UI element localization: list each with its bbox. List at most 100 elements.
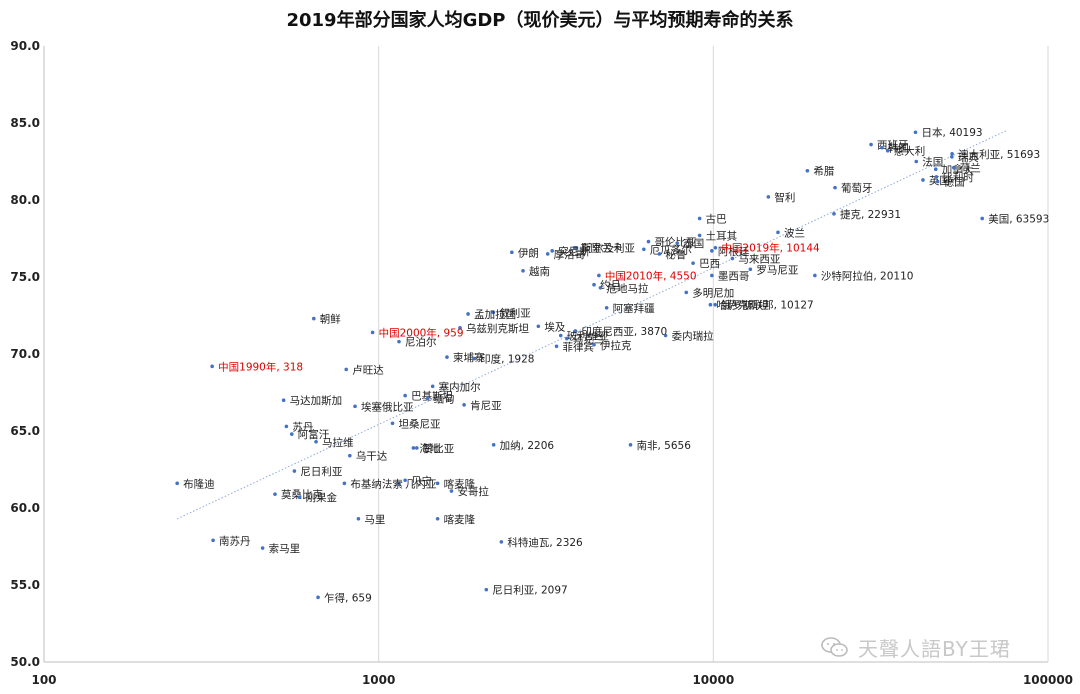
data-label: 巴基斯坦 [411, 390, 453, 403]
wechat-icon [821, 637, 848, 657]
data-point [449, 489, 454, 493]
data-label: 南非, 5656 [637, 439, 692, 452]
data-label: 肯尼亚 [470, 399, 502, 412]
data-point [880, 145, 884, 150]
data-point [411, 446, 416, 450]
data-point [573, 329, 578, 333]
data-point [691, 261, 695, 265]
data-point [657, 252, 662, 256]
data-label: 沙特阿拉伯, 20110 [821, 269, 914, 282]
data-point [592, 282, 596, 287]
data-label: 多明尼加 [692, 286, 734, 299]
data-label: 巴西 [699, 258, 720, 270]
data-point [536, 324, 541, 329]
data-point [397, 339, 401, 344]
data-point [356, 516, 361, 521]
data-point [713, 302, 717, 307]
data-point [348, 453, 352, 458]
data-point [281, 398, 286, 403]
data-label: 埃塞俄比亚 [361, 400, 414, 413]
x-tick-label: 100 [31, 673, 56, 687]
data-point [935, 179, 940, 184]
data-point [472, 356, 476, 361]
data-label: 比利时 [942, 171, 974, 184]
data-point [832, 212, 836, 216]
data-point [342, 481, 347, 486]
y-tick-label: 70.0 [10, 347, 40, 361]
data-point [642, 247, 646, 252]
data-label: 伊拉克 [600, 339, 632, 352]
data-label: 法国 [922, 156, 943, 169]
data-label: 瑞典 [958, 151, 979, 164]
data-label: 尼泊尔 [405, 336, 437, 349]
data-label: 中国2000年, 959 [379, 326, 464, 339]
data-point [314, 439, 318, 444]
data-label: 科特迪瓦, 2326 [507, 536, 583, 549]
data-point [646, 239, 651, 244]
data-label: 苏丹 [292, 420, 313, 433]
data-label: 中国1990年, 318 [218, 360, 303, 373]
data-point [397, 481, 401, 486]
data-point [776, 230, 780, 235]
data-label: 印度, 1928 [480, 353, 534, 366]
data-label: 阿塞拜疆 [613, 302, 655, 315]
data-label: 印度尼西亚, 3870 [581, 325, 667, 338]
chart-title: 2019年部分国家人均GDP（现价美元）与平均预期寿命的关系 [286, 10, 794, 31]
data-point [510, 250, 514, 255]
data-point [598, 285, 603, 290]
data-point [914, 159, 919, 164]
data-point [260, 546, 265, 550]
data-label: 玻利维亚 [567, 330, 609, 343]
trendline [176, 130, 1007, 520]
x-tick-label: 100000 [1023, 673, 1073, 687]
data-point [370, 330, 375, 335]
data-label: 索马里 [269, 542, 301, 555]
data-label: 安哥拉 [457, 485, 489, 498]
data-label: 意大利 [894, 145, 926, 158]
data-point [210, 364, 214, 369]
data-label: 南苏丹 [219, 534, 251, 547]
data-label: 加纳, 2206 [500, 439, 555, 452]
data-point [403, 478, 407, 483]
data-point [604, 306, 609, 310]
data-point [885, 148, 890, 153]
data-point [684, 290, 689, 295]
data-point [297, 495, 302, 500]
data-label: 伊朗 [518, 247, 539, 259]
data-point [697, 233, 702, 238]
data-label: 赞比亚 [423, 442, 455, 455]
data-label: 马里 [364, 514, 385, 526]
data-label: 几内亚 [405, 477, 437, 490]
data-point [499, 540, 504, 544]
data-label: 乌克兰 [573, 333, 605, 346]
data-label: 塞内加尔 [439, 380, 481, 393]
data-label: 朝鲜 [320, 313, 341, 326]
data-label: 越南 [529, 265, 550, 278]
data-label: 布隆迪 [183, 477, 215, 490]
data-label: 刚果金 [305, 491, 337, 504]
data-point [445, 355, 449, 359]
data-label: 委内瑞拉 [672, 330, 714, 343]
data-label: 哈萨克斯坦 [716, 299, 769, 312]
data-label: 韩国 [888, 142, 909, 155]
data-label: 葡萄牙 [841, 182, 873, 195]
data-label: 美国, 63593 [988, 212, 1049, 225]
data-point [273, 492, 277, 496]
data-point [913, 130, 918, 135]
data-label: 日本, 40193 [922, 126, 983, 139]
data-point [521, 269, 525, 273]
data-point [708, 302, 713, 307]
y-tick-label: 75.0 [10, 270, 40, 284]
data-label: 突尼斯 [558, 245, 590, 258]
data-point [435, 516, 440, 521]
data-label: 菲律宾 [563, 340, 595, 353]
data-point [550, 249, 554, 253]
data-label: 贝宁 [411, 474, 432, 487]
data-point [710, 273, 714, 278]
data-point [491, 443, 496, 447]
watermark: 天聲人語BY王珺 [820, 632, 1070, 662]
data-point [572, 245, 577, 250]
data-label: 阿尔及利亚 [582, 242, 635, 255]
y-tick-label: 65.0 [10, 424, 40, 438]
